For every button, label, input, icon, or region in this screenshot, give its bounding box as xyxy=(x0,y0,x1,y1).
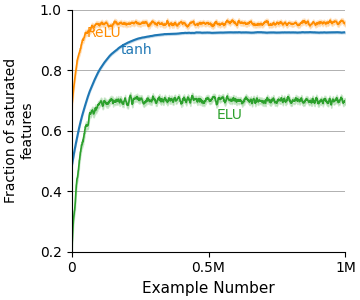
Text: tanh: tanh xyxy=(121,43,153,57)
Y-axis label: Fraction of saturated
features: Fraction of saturated features xyxy=(4,58,34,203)
Text: ELU: ELU xyxy=(217,108,243,122)
X-axis label: Example Number: Example Number xyxy=(142,281,275,296)
Text: ReLU: ReLU xyxy=(87,26,121,40)
